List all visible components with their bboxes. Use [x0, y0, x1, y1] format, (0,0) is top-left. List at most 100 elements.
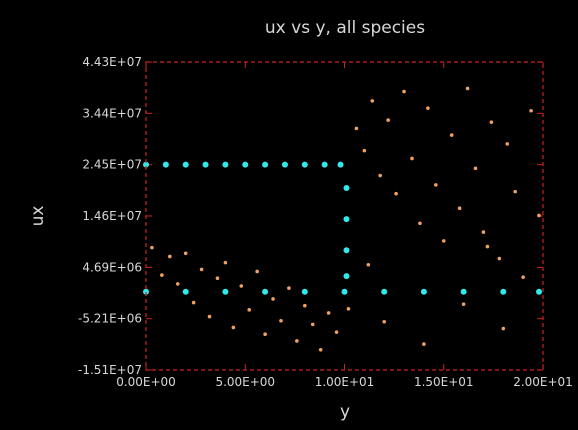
data-point	[536, 288, 543, 295]
data-point	[207, 314, 212, 319]
data-point	[239, 284, 244, 288]
data-point	[295, 339, 299, 343]
data-point	[334, 330, 339, 334]
data-point	[465, 86, 470, 91]
data-point	[441, 239, 446, 243]
data-point	[422, 342, 426, 346]
x-axis-label: y	[340, 402, 350, 422]
data-point	[182, 161, 189, 168]
data-point	[500, 288, 507, 295]
data-point	[457, 206, 462, 211]
data-point	[449, 133, 454, 137]
data-point	[382, 319, 387, 324]
data-point	[247, 308, 252, 312]
data-point	[303, 303, 307, 308]
data-point	[394, 191, 398, 196]
y-tick-label: 4.69E+06	[82, 260, 142, 274]
y-tick-label: -1.51E+07	[78, 363, 142, 377]
data-point	[222, 288, 229, 295]
data-point	[460, 288, 467, 295]
data-point	[326, 311, 331, 315]
series-1	[143, 161, 543, 295]
data-point	[262, 288, 269, 295]
data-point	[481, 230, 486, 234]
data-point	[343, 185, 350, 191]
data-point	[255, 269, 259, 274]
data-point	[346, 307, 351, 311]
data-point	[426, 106, 430, 110]
data-point	[418, 221, 422, 226]
data-point	[473, 166, 478, 171]
data-point	[402, 89, 406, 94]
data-point	[521, 275, 525, 279]
data-point	[143, 288, 149, 295]
data-point	[222, 161, 229, 168]
data-point	[489, 120, 494, 124]
data-point	[386, 118, 390, 122]
data-point	[199, 267, 204, 272]
x-tick-label: 2.00E+01	[513, 375, 573, 389]
data-point	[215, 276, 220, 281]
data-point	[343, 273, 350, 280]
data-points	[143, 86, 543, 352]
data-point	[410, 156, 414, 161]
data-point	[378, 173, 383, 178]
data-point	[262, 161, 269, 168]
data-point	[143, 161, 149, 168]
data-point	[191, 300, 196, 305]
data-point	[301, 288, 308, 295]
y-tick-label: 4.43E+07	[82, 55, 142, 69]
x-tick-label: 1.00E+01	[315, 375, 375, 389]
data-point	[362, 148, 367, 153]
data-point	[497, 256, 502, 261]
chart-title: ux vs y, all species	[265, 18, 425, 38]
data-point	[183, 251, 188, 256]
data-point	[337, 161, 344, 168]
data-point	[501, 326, 506, 331]
data-point	[279, 318, 283, 323]
data-point	[354, 126, 359, 131]
data-point	[370, 99, 375, 103]
data-point	[160, 273, 164, 277]
data-point	[168, 254, 172, 259]
data-point	[381, 288, 388, 295]
x-tick-label: 1.50E+01	[414, 375, 474, 389]
data-point	[434, 183, 438, 187]
x-tick-label: 5.00E+00	[215, 375, 275, 389]
data-point	[263, 332, 267, 337]
data-point	[341, 288, 348, 295]
data-point	[150, 245, 154, 250]
data-point	[318, 347, 323, 352]
data-point	[513, 189, 518, 194]
data-point	[301, 161, 308, 168]
data-point	[287, 286, 291, 290]
data-point	[343, 216, 350, 223]
data-point	[281, 161, 288, 168]
data-point	[537, 213, 541, 218]
data-point	[223, 260, 228, 265]
data-point	[182, 288, 189, 295]
data-point	[343, 247, 350, 254]
x-tick-label: 0.00E+00	[116, 375, 176, 389]
y-tick-label: 3.44E+07	[82, 106, 142, 120]
data-point	[271, 297, 275, 301]
y-tick-label: 2.45E+07	[82, 158, 142, 172]
data-point	[231, 325, 236, 330]
data-point	[310, 322, 315, 327]
y-tick-label: -5.21E+06	[78, 312, 142, 326]
data-point	[175, 282, 180, 286]
data-point	[529, 108, 533, 113]
series-0	[150, 86, 541, 352]
data-point	[461, 302, 466, 306]
data-point	[242, 161, 249, 168]
data-point	[202, 161, 209, 168]
data-point	[366, 262, 371, 267]
y-tick-label: 1.46E+07	[82, 209, 142, 223]
data-point	[485, 244, 490, 249]
data-point	[420, 288, 427, 295]
tick-labels: 0.00E+00 5.00E+00 1.00E+01 1.50E+01 2.00E+01…	[78, 55, 573, 389]
plot-frame	[145, 61, 544, 371]
data-point	[321, 161, 328, 168]
ticks	[145, 61, 544, 371]
